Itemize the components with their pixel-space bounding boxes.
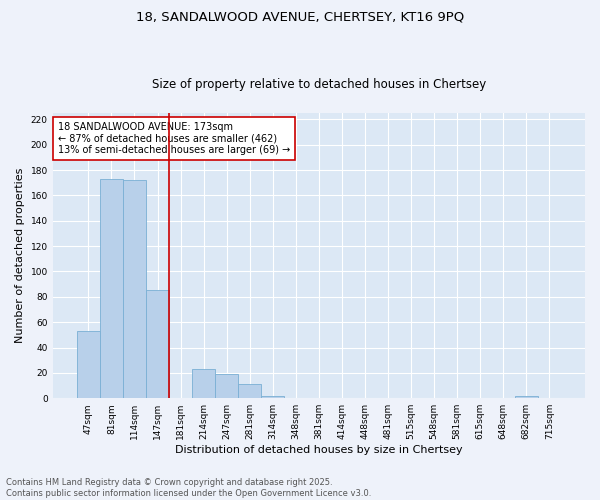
- Bar: [515, 396, 538, 398]
- Bar: [77, 331, 100, 398]
- Text: 18 SANDALWOOD AVENUE: 173sqm
← 87% of detached houses are smaller (462)
13% of s: 18 SANDALWOOD AVENUE: 173sqm ← 87% of de…: [58, 122, 290, 155]
- Title: Size of property relative to detached houses in Chertsey: Size of property relative to detached ho…: [152, 78, 486, 91]
- X-axis label: Distribution of detached houses by size in Chertsey: Distribution of detached houses by size …: [175, 445, 463, 455]
- Bar: [238, 384, 261, 398]
- Bar: [192, 369, 215, 398]
- Bar: [146, 290, 169, 398]
- Bar: [123, 180, 146, 398]
- Bar: [215, 374, 238, 398]
- Y-axis label: Number of detached properties: Number of detached properties: [15, 168, 25, 344]
- Bar: [261, 396, 284, 398]
- Text: Contains HM Land Registry data © Crown copyright and database right 2025.
Contai: Contains HM Land Registry data © Crown c…: [6, 478, 371, 498]
- Bar: [100, 179, 123, 398]
- Text: 18, SANDALWOOD AVENUE, CHERTSEY, KT16 9PQ: 18, SANDALWOOD AVENUE, CHERTSEY, KT16 9P…: [136, 10, 464, 23]
